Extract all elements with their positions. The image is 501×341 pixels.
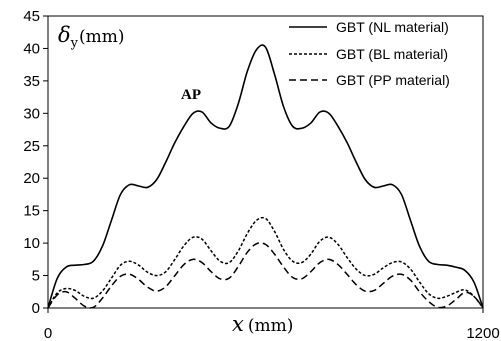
series-line-bl [47, 216, 484, 309]
y-tick-label: 5 [32, 268, 40, 285]
y-tick-label: 20 [23, 170, 40, 187]
x-axis: 0 1200 [44, 308, 500, 341]
y-tick-label: 40 [23, 40, 40, 57]
legend-label-bl: GBT (BL material) [336, 46, 448, 62]
y-tick-label: 0 [32, 300, 40, 317]
y-tick-label: 45 [23, 8, 40, 25]
y-axis: 0 5 10 15 20 25 30 35 40 45 [23, 8, 48, 317]
x-tick-label: 0 [44, 325, 52, 341]
y-tick-label: 30 [23, 105, 40, 122]
x-axis-label-unit: (mm) [248, 316, 294, 336]
y-tick-label: 10 [23, 235, 40, 252]
annotation-ap: AP [181, 87, 201, 103]
y-tick-label: 25 [23, 138, 40, 155]
series-line-nl [47, 44, 484, 309]
series-layer [47, 44, 484, 309]
y-axis-label-subscript: y [70, 36, 79, 51]
x-axis-label-symbol: x [232, 312, 244, 336]
x-tick-label: 1200 [466, 325, 499, 341]
y-axis-label: δy(mm) [58, 23, 125, 51]
x-axis-label: x (mm) [232, 312, 293, 336]
plot-area [47, 15, 484, 309]
y-tick-label: 15 [23, 203, 40, 220]
legend-label-nl: GBT (NL material) [336, 19, 449, 35]
legend-label-pp: GBT (PP material) [336, 72, 450, 88]
legend: GBT (NL material) GBT (BL material) GBT … [289, 19, 450, 88]
y-axis-label-unit: (mm) [79, 27, 125, 47]
series-line-pp [47, 242, 484, 309]
plot-border [47, 15, 484, 309]
y-tick-label: 35 [23, 73, 40, 90]
y-axis-label-symbol: δ [58, 23, 71, 47]
